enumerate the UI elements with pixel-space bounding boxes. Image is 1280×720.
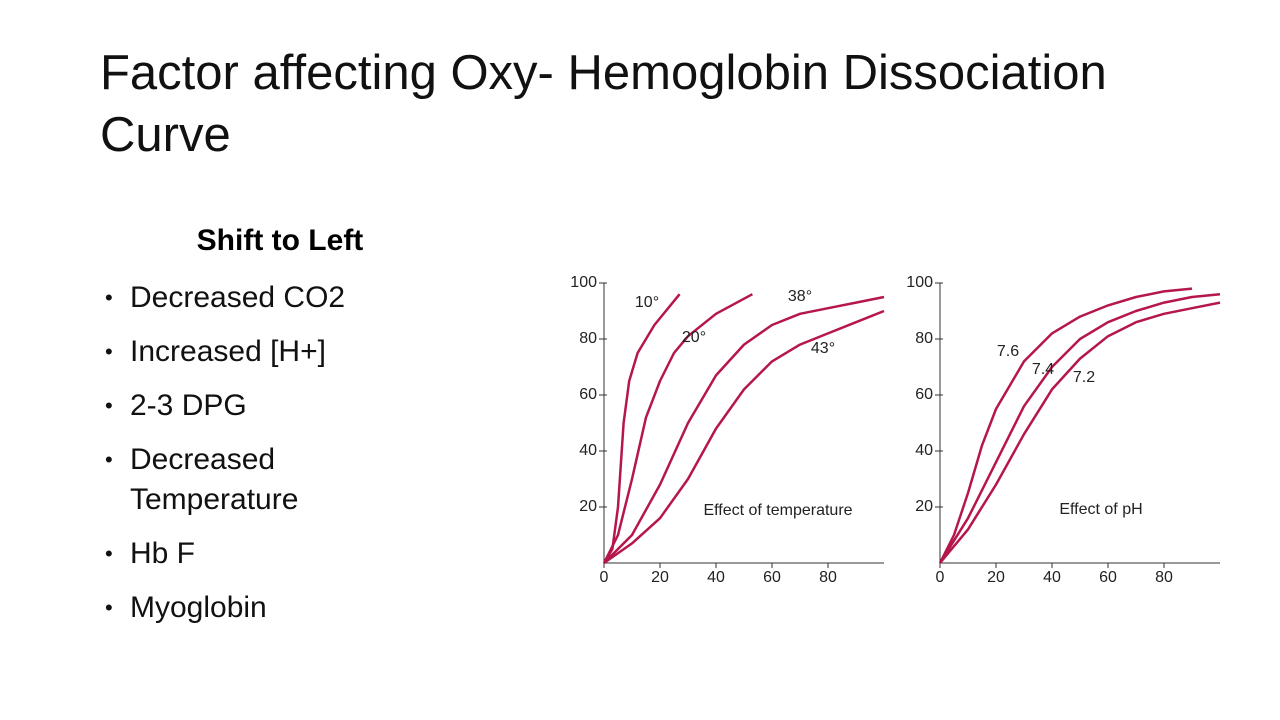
y-tick-label: 40: [579, 442, 597, 459]
bullet-item: Decreased CO2: [105, 278, 365, 318]
y-tick-label: 20: [915, 498, 933, 515]
curve: [938, 292, 1221, 564]
y-tick-label: 20: [579, 498, 597, 515]
curve: [939, 301, 1221, 564]
x-tick-label: 20: [651, 569, 669, 586]
bullet-item: Hb F: [105, 534, 365, 574]
curve: [603, 295, 885, 564]
curve-label: 20°: [682, 329, 706, 346]
y-tick-label: 80: [579, 330, 597, 347]
curve-label: 7.4: [1032, 361, 1054, 378]
chart-annotation: Effect of pH: [1059, 501, 1142, 518]
y-tick-label: 80: [915, 330, 933, 347]
y-tick-label: 100: [906, 274, 933, 291]
bullet-item: Decreased Temperature: [105, 440, 365, 520]
curve: [603, 309, 885, 565]
curve-label: 7.2: [1073, 369, 1095, 386]
y-tick-label: 60: [579, 386, 597, 403]
x-tick-label: 40: [1043, 569, 1061, 586]
curve-label: 38°: [788, 288, 812, 305]
bullet-item: 2-3 DPG: [105, 386, 365, 426]
x-tick-label: 0: [936, 569, 945, 586]
curve-label: 10°: [635, 294, 659, 311]
bullet-item: Myoglobin: [105, 588, 365, 628]
x-tick-label: 80: [819, 569, 837, 586]
x-tick-label: 40: [707, 569, 725, 586]
x-tick-label: 60: [763, 569, 781, 586]
y-tick-label: 100: [570, 274, 597, 291]
y-tick-label: 40: [915, 442, 933, 459]
x-tick-label: 0: [600, 569, 609, 586]
curve-label: 7.6: [997, 343, 1019, 360]
curve: [602, 293, 753, 564]
bullet-item: Increased [H+]: [105, 332, 365, 372]
x-tick-label: 80: [1155, 569, 1173, 586]
x-tick-label: 60: [1099, 569, 1117, 586]
curve-label: 43°: [811, 340, 835, 357]
y-tick-label: 60: [915, 386, 933, 403]
x-tick-label: 20: [987, 569, 1005, 586]
chart-annotation: Effect of temperature: [703, 502, 852, 519]
slide-title: Factor affecting Oxy- Hemoglobin Dissoci…: [100, 46, 1107, 162]
curve: [602, 293, 681, 564]
curve: [938, 287, 1193, 564]
list-heading: Shift to Left: [196, 224, 364, 257]
bullet-list: Decreased CO2 Increased [H+] 2-3 DPG Decrea…: [105, 278, 365, 642]
